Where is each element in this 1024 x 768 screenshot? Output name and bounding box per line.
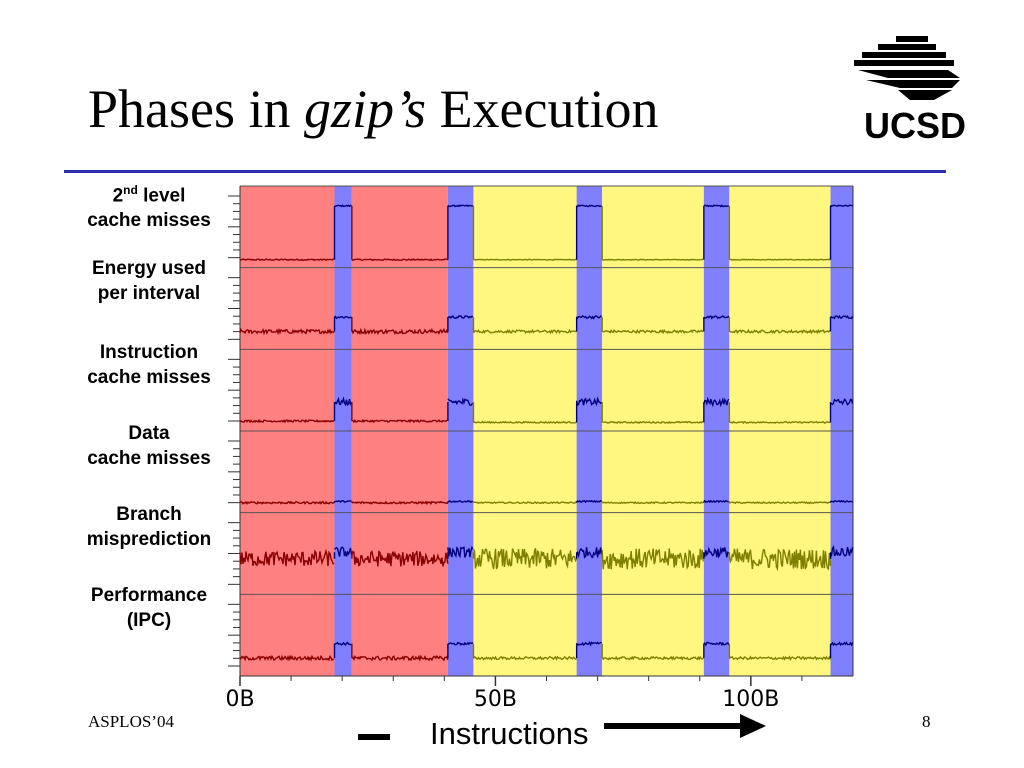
trace-4-8	[728, 548, 832, 572]
trace-4-9	[830, 545, 854, 557]
trace-5-2	[351, 654, 449, 663]
trace-2-1	[333, 396, 353, 407]
trace-4-4	[472, 548, 578, 570]
trace-5-0	[239, 654, 335, 662]
label-ipc: Performance (IPC)	[90, 585, 208, 631]
trace-4-2	[351, 549, 449, 567]
trace-0-1	[334, 204, 352, 208]
ucsd-logo-graphic: UCSD	[854, 36, 966, 146]
trace-0-4	[473, 258, 577, 261]
trace-3-0	[239, 500, 335, 505]
trace-5-1	[334, 641, 352, 646]
x-tick-label-0: 0B	[225, 687, 254, 712]
trace-5-4	[472, 655, 577, 661]
label-l2-cache-misses: 2nd level cache misses	[87, 183, 211, 232]
trace-4-3	[447, 545, 474, 559]
trace-0-7	[703, 204, 729, 208]
trace-2-6	[602, 420, 704, 424]
trace-4-0	[239, 548, 335, 567]
trace-1-1	[334, 315, 352, 320]
trace-3-7	[703, 499, 730, 504]
trace-3-9	[830, 499, 853, 503]
trace-5-6	[601, 655, 704, 661]
trace-0-6	[602, 258, 704, 261]
x-tick-label-1: 50B	[474, 687, 517, 712]
trace-0-8	[729, 258, 831, 261]
trace-5-7	[703, 641, 730, 647]
svg-text:UCSD: UCSD	[864, 105, 966, 146]
title-divider	[64, 170, 946, 173]
trace-0-0	[239, 258, 335, 262]
right-arrow-icon	[604, 714, 766, 738]
trace-4-1	[334, 546, 353, 557]
trace-1-4	[472, 328, 577, 335]
trace-1-9	[830, 314, 854, 320]
trace-3-5	[576, 499, 602, 504]
trace-0-9	[829, 204, 853, 208]
trace-3-1	[334, 500, 352, 503]
trace-2-0	[239, 418, 335, 424]
trace-4-6	[601, 548, 704, 570]
trace-0-5	[576, 204, 602, 208]
trace-5-9	[830, 641, 854, 647]
trace-5-8	[728, 655, 832, 661]
trace-1-5	[576, 315, 602, 320]
trace-3-8	[729, 501, 831, 505]
trace-2-8	[729, 420, 831, 425]
trace-5-3	[447, 641, 474, 646]
page-number: 8	[922, 712, 931, 731]
trace-2-5	[575, 396, 603, 407]
trace-3-6	[602, 501, 704, 505]
minus-mark	[358, 734, 390, 740]
trace-1-7	[703, 314, 730, 320]
slide-title: Phases in gzip’s Execution	[88, 79, 659, 139]
x-axis-label: Instructions	[430, 716, 589, 751]
trace-3-2	[351, 500, 449, 506]
label-energy: Energy used per interval	[91, 258, 207, 304]
trace-4-5	[575, 547, 603, 559]
x-tick-label-2: 100B	[722, 687, 779, 712]
trace-1-3	[447, 315, 474, 320]
trace-2-4	[473, 420, 577, 425]
trace-1-6	[602, 328, 704, 335]
trace-4-7	[703, 546, 730, 559]
trace-1-2	[351, 327, 449, 336]
trace-1-0	[239, 327, 335, 336]
footer-conference: ASPLOS’04	[88, 712, 174, 731]
trace-0-2	[351, 258, 449, 262]
trace-0-3	[447, 204, 474, 208]
trace-1-8	[728, 328, 831, 335]
trace-2-2	[351, 418, 448, 424]
trace-5-5	[575, 640, 602, 647]
label-branch-misprediction: Branch misprediction	[86, 504, 212, 550]
ucsd-logo: UCSD	[848, 36, 982, 146]
trace-2-3	[447, 397, 474, 407]
label-dcache-misses: Data cache misses	[87, 423, 211, 469]
trace-2-9	[830, 398, 854, 406]
label-icache-misses: Instruction cache misses	[87, 342, 211, 388]
trace-3-3	[447, 499, 473, 503]
trace-3-4	[473, 501, 577, 505]
trace-2-7	[703, 396, 730, 408]
